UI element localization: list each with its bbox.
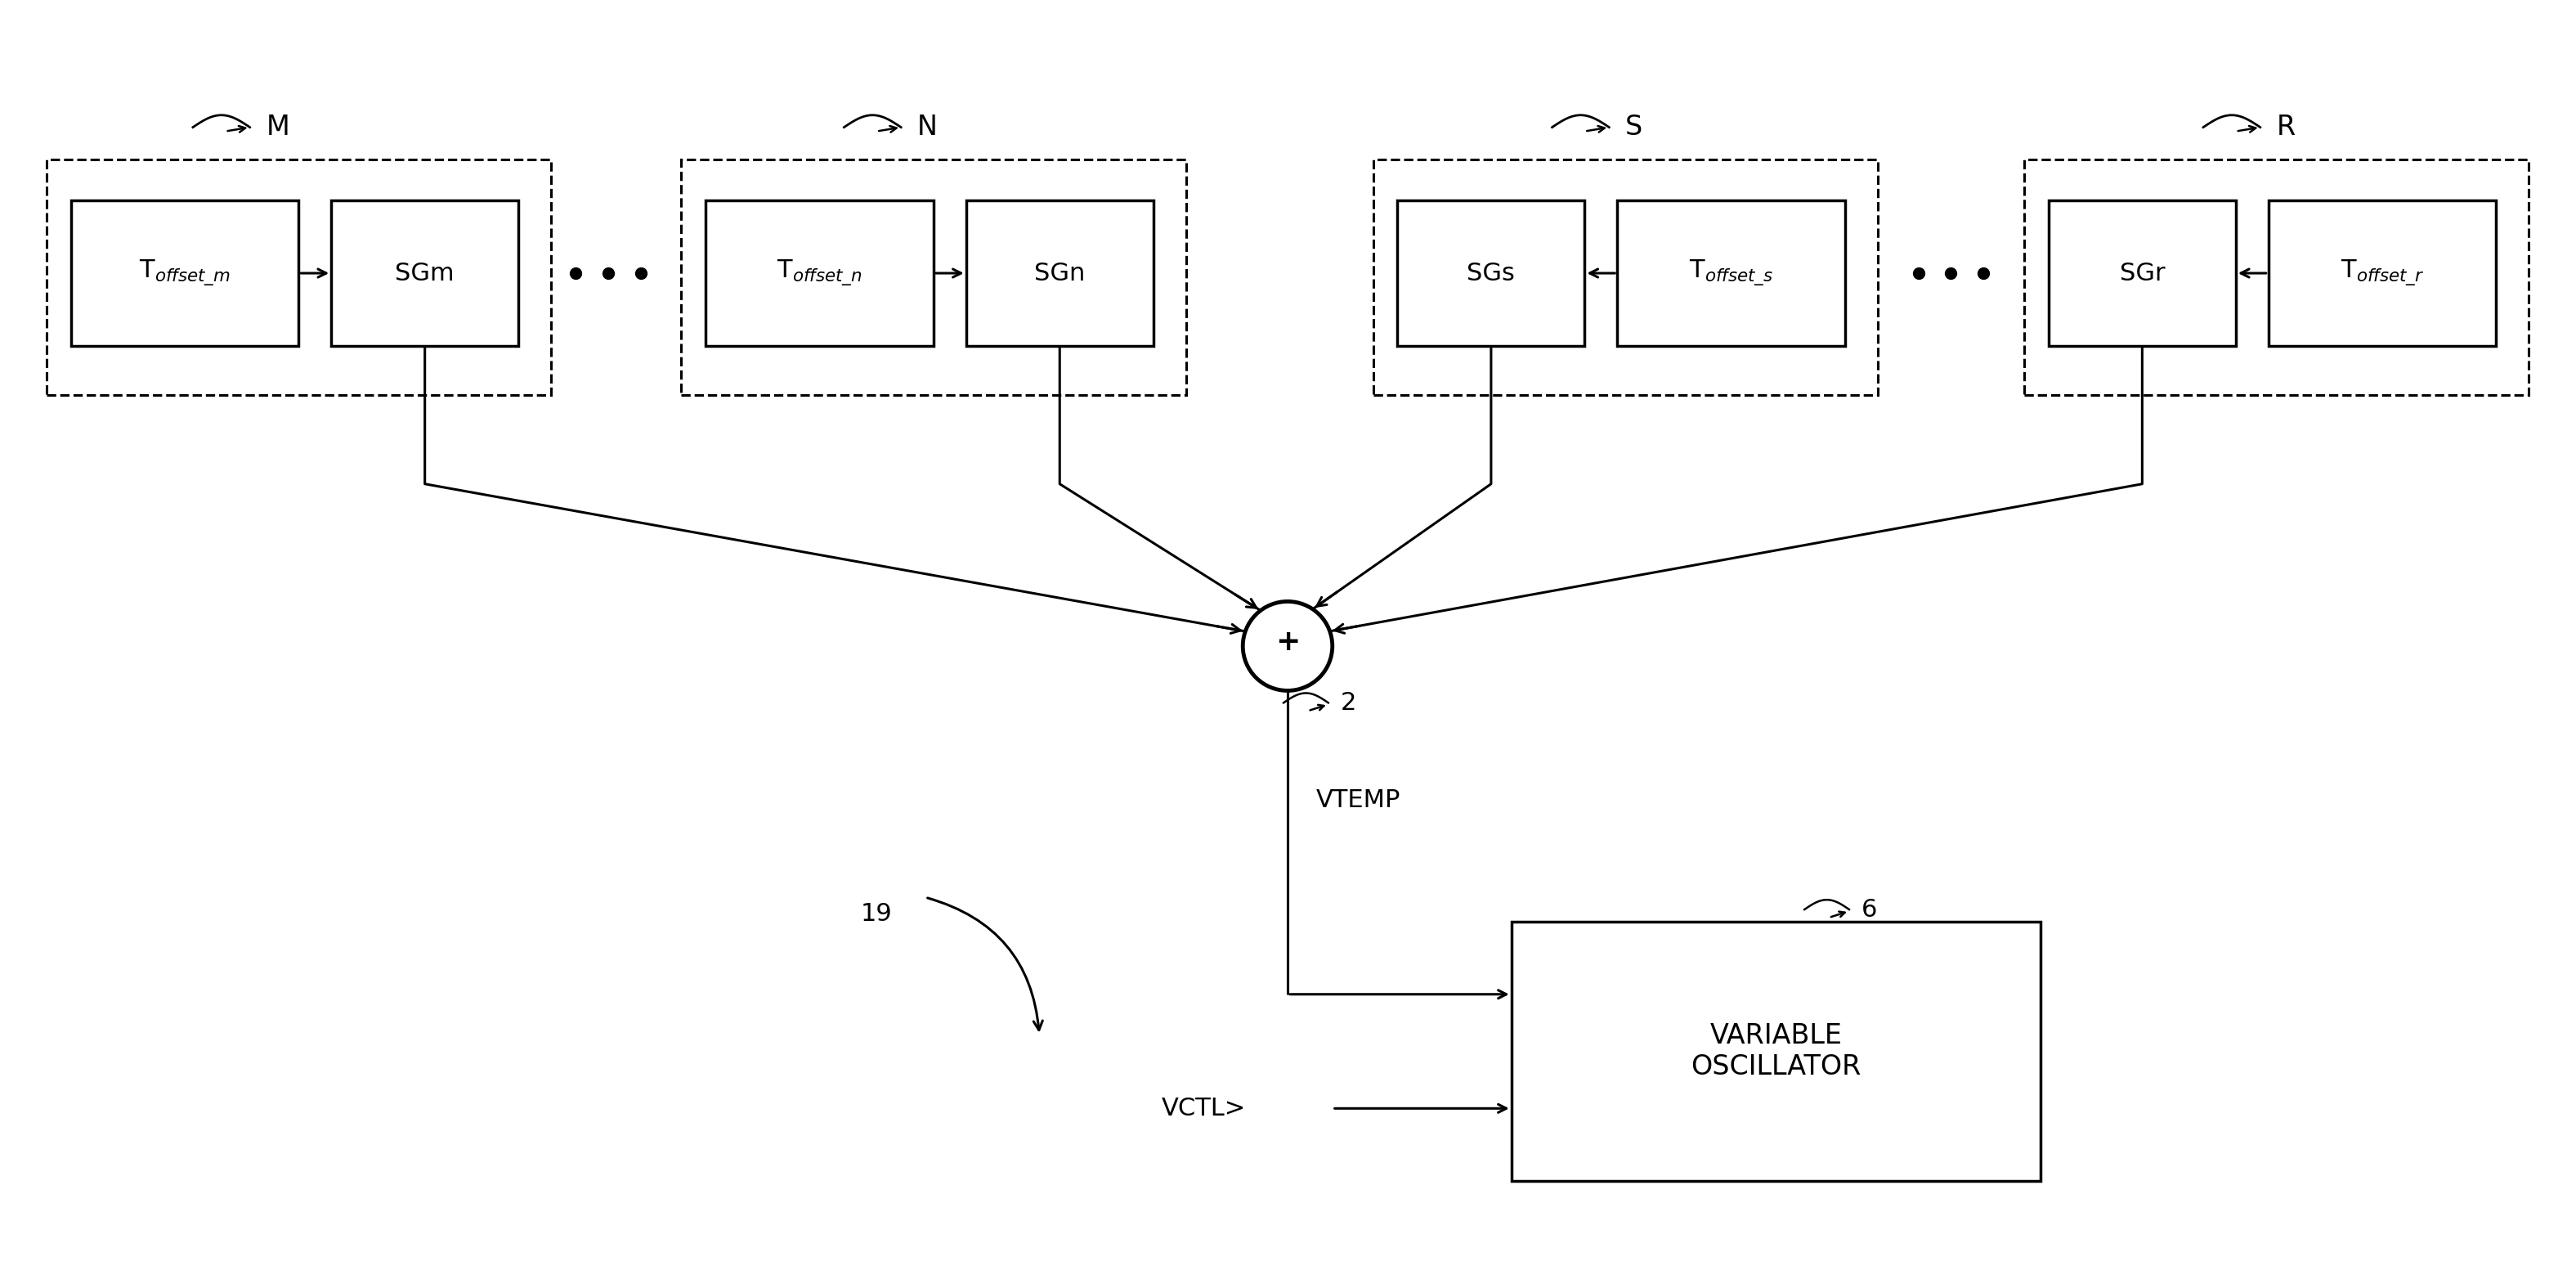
Text: SGs: SGs <box>1466 262 1515 285</box>
Text: T$_{offset\_s}$: T$_{offset\_s}$ <box>1690 258 1772 288</box>
Text: T$_{offset\_m}$: T$_{offset\_m}$ <box>139 258 229 288</box>
Text: VTEMP: VTEMP <box>1316 788 1401 811</box>
FancyBboxPatch shape <box>2269 200 2496 347</box>
FancyBboxPatch shape <box>966 200 1154 347</box>
Text: SGm: SGm <box>394 262 453 285</box>
Text: S: S <box>1625 114 1643 141</box>
FancyBboxPatch shape <box>706 200 933 347</box>
Text: R: R <box>2277 114 2295 141</box>
Text: VARIABLE
OSCILLATOR: VARIABLE OSCILLATOR <box>1690 1022 1860 1080</box>
Text: 19: 19 <box>860 901 891 926</box>
Text: 6: 6 <box>1862 898 1878 922</box>
FancyBboxPatch shape <box>332 200 518 347</box>
Text: T$_{offset\_r}$: T$_{offset\_r}$ <box>2342 258 2424 288</box>
Text: +: + <box>1275 628 1301 656</box>
Text: N: N <box>917 114 938 141</box>
FancyBboxPatch shape <box>1512 922 2040 1181</box>
Circle shape <box>1242 601 1332 691</box>
FancyBboxPatch shape <box>70 200 299 347</box>
Text: SGn: SGn <box>1033 262 1084 285</box>
Text: SGr: SGr <box>2120 262 2164 285</box>
Text: 2: 2 <box>1340 691 1358 715</box>
FancyBboxPatch shape <box>2048 200 2236 347</box>
FancyBboxPatch shape <box>1618 200 1844 347</box>
Text: T$_{offset\_n}$: T$_{offset\_n}$ <box>778 258 863 288</box>
FancyBboxPatch shape <box>1396 200 1584 347</box>
Text: VCTL>: VCTL> <box>1162 1097 1247 1120</box>
Text: M: M <box>265 114 289 141</box>
